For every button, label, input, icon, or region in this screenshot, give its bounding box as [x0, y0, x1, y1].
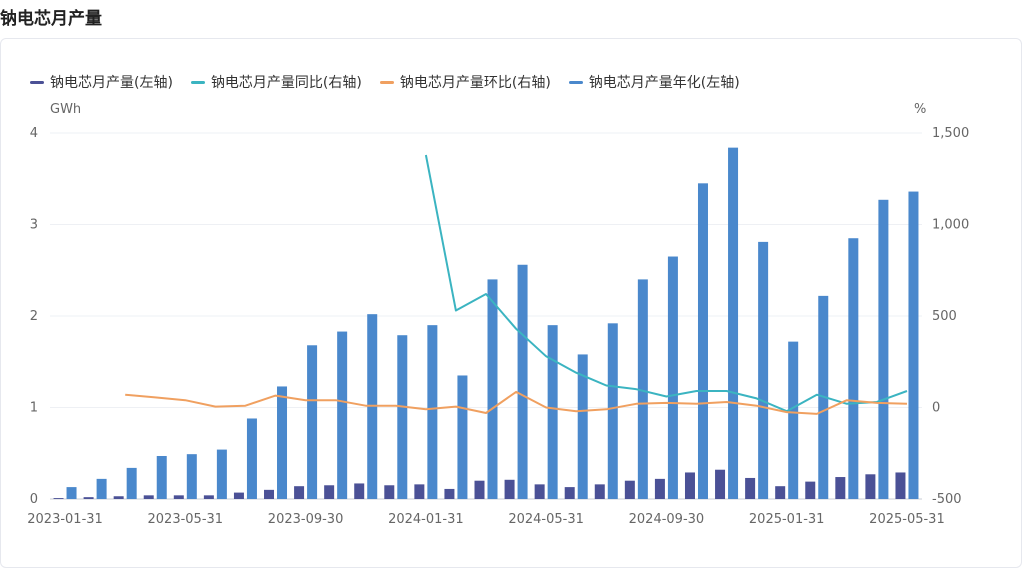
bar-monthly	[294, 486, 305, 499]
bar-monthly	[173, 495, 184, 499]
bar-annualized	[427, 325, 438, 499]
bar-monthly	[684, 472, 695, 499]
bar-monthly	[534, 484, 545, 499]
bar-monthly	[474, 480, 485, 499]
bar-monthly	[444, 488, 455, 499]
bar-annualized	[96, 478, 107, 499]
bar-monthly	[654, 478, 665, 499]
legend-label-monthly: 钠电芯月产量(左轴)	[50, 75, 173, 91]
bar-annualized	[788, 341, 799, 499]
left-axis-tick-label: 2	[30, 309, 38, 324]
bar-monthly	[624, 480, 635, 499]
legend-swatch-yoy	[190, 80, 205, 84]
bar-monthly	[564, 487, 575, 499]
bar-annualized	[667, 256, 678, 499]
bar-annualized	[758, 241, 769, 499]
bar-annualized	[397, 335, 408, 499]
bar-monthly	[805, 481, 816, 499]
right-axis-tick-label: 1,500	[932, 126, 969, 141]
bar-annualized	[126, 467, 137, 499]
bar-annualized	[277, 386, 288, 499]
bar-monthly	[895, 472, 906, 499]
bar-annualized	[697, 183, 708, 499]
x-axis-tick-label: 2025-01-31	[749, 512, 825, 527]
legend-item-yoy[interactable]: 钠电芯月产量同比(右轴)	[190, 72, 362, 92]
left-axis-tick-label: 3	[30, 218, 38, 233]
bar-monthly	[53, 498, 64, 499]
bar-monthly	[384, 485, 395, 499]
x-axis-tick-label: 2023-05-31	[148, 512, 224, 527]
bar-annualized	[337, 331, 348, 499]
legend-item-annualized[interactable]: 钠电芯月产量年化(左轴)	[568, 72, 740, 92]
bar-annualized	[607, 323, 618, 499]
right-axis-unit: %	[914, 102, 927, 117]
bar-annualized	[186, 454, 197, 499]
bar-monthly	[504, 479, 515, 499]
bar-monthly	[775, 486, 786, 499]
bar-monthly	[324, 485, 335, 499]
legend-label-annualized: 钠电芯月产量年化(左轴)	[588, 75, 740, 91]
x-axis-tick-label: 2023-09-30	[268, 512, 344, 527]
bar-annualized	[457, 375, 468, 499]
bar-annualized	[637, 279, 648, 499]
bar-monthly	[354, 483, 365, 499]
chart-legend[interactable]: 钠电芯月产量(左轴) 钠电芯月产量同比(右轴) 钠电芯月产量环比(右轴) 钠电芯…	[30, 72, 740, 92]
x-axis-tick-label: 2024-01-31	[388, 512, 464, 527]
bar-annualized	[517, 264, 528, 499]
right-axis-tick-label: 0	[932, 401, 940, 416]
left-axis-tick-label: 0	[30, 492, 38, 507]
legend-item-monthly[interactable]: 钠电芯月产量(左轴)	[30, 72, 173, 92]
page-title: 钠电芯月产量	[0, 9, 102, 29]
right-axis-tick-label: 500	[932, 309, 957, 324]
bar-annualized	[908, 191, 919, 499]
left-axis-tick-label: 1	[30, 401, 38, 416]
bar-annualized	[246, 418, 257, 499]
legend-label-mom: 钠电芯月产量环比(右轴)	[399, 75, 551, 91]
x-axis-tick-label: 2023-01-31	[27, 512, 103, 527]
x-axis-tick-label: 2024-05-31	[508, 512, 584, 527]
x-axis-tick-label: 2025-05-31	[869, 512, 945, 527]
bar-monthly	[594, 484, 605, 499]
bar-annualized	[487, 279, 498, 499]
bar-monthly	[715, 469, 726, 499]
bar-annualized	[878, 199, 889, 500]
bar-annualized	[66, 487, 77, 499]
bar-annualized	[547, 325, 558, 499]
legend-item-mom[interactable]: 钠电芯月产量环比(右轴)	[379, 72, 551, 92]
line-yoy	[424, 154, 908, 413]
bar-monthly	[865, 474, 876, 499]
bar-monthly	[233, 492, 244, 499]
bar-monthly	[835, 477, 846, 499]
left-axis-unit: GWh	[50, 102, 82, 117]
bar-annualized	[848, 238, 859, 499]
legend-swatch-annualized	[568, 80, 583, 84]
bar-monthly	[414, 484, 425, 499]
x-axis-tick-label: 2024-09-30	[629, 512, 705, 527]
left-axis-tick-label: 4	[30, 126, 38, 141]
bar-annualized	[216, 449, 227, 499]
right-axis-tick-label: -500	[932, 492, 962, 507]
bar-monthly	[745, 477, 756, 499]
right-axis-tick-label: 1,000	[932, 218, 969, 233]
bar-monthly	[264, 489, 275, 499]
bar-annualized	[577, 354, 588, 499]
legend-label-yoy: 钠电芯月产量同比(右轴)	[210, 75, 362, 91]
legend-swatch-mom	[379, 80, 394, 84]
bar-monthly	[113, 496, 124, 499]
bar-monthly	[203, 495, 214, 499]
bar-annualized	[307, 345, 318, 499]
bar-annualized	[156, 455, 167, 499]
bar-monthly	[83, 497, 94, 499]
bar-monthly	[143, 495, 154, 499]
bar-annualized	[728, 147, 739, 499]
line-mom	[125, 390, 908, 415]
legend-swatch-monthly	[30, 80, 44, 84]
